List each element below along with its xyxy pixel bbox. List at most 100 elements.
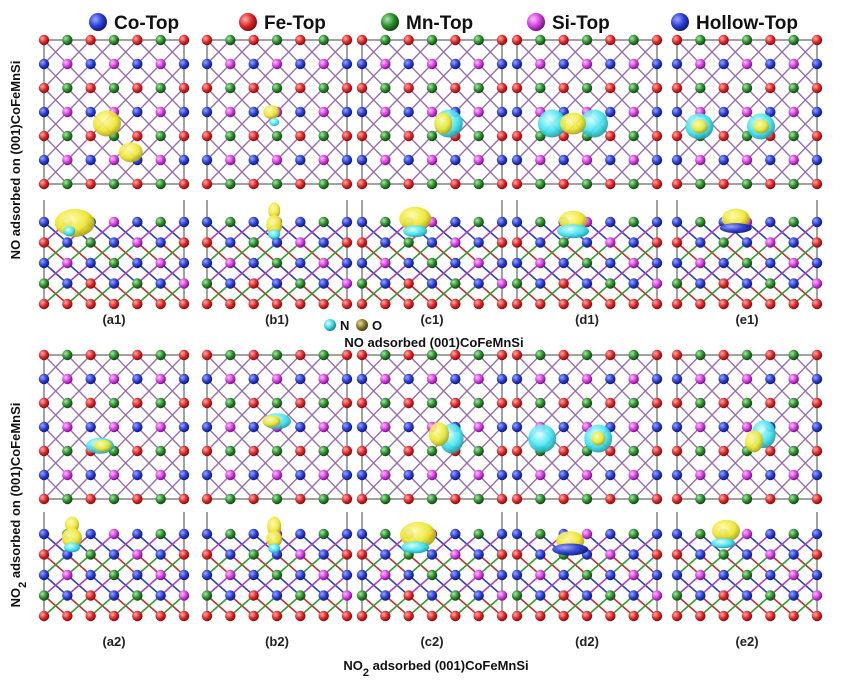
fe-atom bbox=[132, 610, 143, 622]
co-atom bbox=[132, 421, 143, 433]
bond bbox=[746, 474, 771, 500]
fe-atom bbox=[132, 397, 143, 409]
fe-atom bbox=[718, 445, 729, 457]
bond bbox=[384, 111, 410, 137]
bond bbox=[361, 39, 386, 65]
si-atom bbox=[380, 469, 391, 481]
fe-atom bbox=[403, 82, 414, 94]
si-atom bbox=[108, 421, 120, 433]
bond bbox=[563, 135, 588, 161]
bond bbox=[323, 39, 348, 65]
mn-atom bbox=[788, 493, 799, 505]
bond bbox=[454, 474, 480, 500]
co-atom bbox=[178, 106, 190, 118]
co-atom bbox=[403, 58, 414, 70]
co-atom bbox=[450, 373, 461, 385]
bond bbox=[723, 354, 748, 380]
bond bbox=[586, 39, 611, 65]
fe-atom bbox=[85, 34, 96, 46]
fe-atom bbox=[356, 610, 368, 622]
co-atom bbox=[473, 237, 484, 248]
si-atom bbox=[318, 257, 329, 269]
mn-atom bbox=[671, 278, 683, 289]
bond bbox=[699, 87, 725, 113]
fe-atom bbox=[496, 349, 508, 361]
mn-atom bbox=[788, 445, 799, 457]
co-atom bbox=[341, 154, 353, 166]
bond bbox=[323, 63, 348, 89]
co-atom bbox=[38, 469, 50, 481]
bond bbox=[478, 426, 503, 452]
co-atom bbox=[38, 58, 50, 70]
bond bbox=[478, 474, 503, 500]
fe-atom bbox=[651, 397, 663, 409]
co-atom bbox=[271, 590, 283, 601]
si-atom bbox=[695, 421, 706, 433]
bond bbox=[323, 378, 348, 404]
bond bbox=[699, 135, 725, 161]
fe-atom bbox=[765, 445, 776, 457]
bond bbox=[723, 39, 748, 65]
fe-atom bbox=[765, 493, 776, 505]
si-atom bbox=[695, 569, 706, 581]
bond bbox=[384, 474, 410, 500]
fe-atom bbox=[558, 82, 569, 94]
bond bbox=[516, 159, 541, 185]
bond bbox=[633, 159, 658, 185]
bond bbox=[90, 87, 115, 113]
bond bbox=[723, 87, 748, 113]
si-atom bbox=[380, 257, 391, 269]
fe-atom bbox=[403, 397, 414, 409]
bond bbox=[408, 474, 433, 500]
fe-atom bbox=[201, 445, 213, 457]
mn-atom bbox=[450, 590, 461, 601]
bond bbox=[43, 426, 68, 452]
mn-atom bbox=[741, 349, 753, 361]
fe-atom bbox=[765, 298, 776, 310]
co-atom bbox=[178, 257, 190, 269]
bond bbox=[609, 159, 635, 185]
bond bbox=[539, 159, 565, 185]
panel-c1 bbox=[356, 34, 508, 310]
mn-atom bbox=[765, 278, 776, 289]
fe-atom bbox=[450, 34, 461, 46]
bond bbox=[299, 402, 325, 428]
co-atom bbox=[225, 549, 236, 560]
mn-atom bbox=[535, 178, 546, 190]
bond bbox=[633, 354, 658, 380]
mn-atom bbox=[318, 82, 329, 94]
mn-atom bbox=[788, 34, 799, 46]
fe-atom bbox=[511, 82, 523, 94]
bond bbox=[66, 474, 92, 500]
co-atom bbox=[155, 549, 166, 560]
fe-atom bbox=[511, 237, 523, 248]
co-atom bbox=[535, 278, 546, 289]
bond bbox=[516, 39, 541, 65]
si-atom bbox=[450, 237, 461, 248]
fe-atom bbox=[581, 610, 593, 622]
fe-atom bbox=[558, 397, 569, 409]
bond bbox=[633, 111, 658, 137]
co-atom bbox=[535, 549, 546, 560]
si-atom bbox=[155, 58, 166, 70]
panel-label: (b1) bbox=[265, 312, 289, 327]
bond bbox=[253, 63, 278, 89]
mn-atom bbox=[295, 590, 306, 601]
mn-atom bbox=[356, 590, 368, 601]
bond bbox=[408, 39, 433, 65]
mn-atom bbox=[225, 34, 236, 46]
fe-atom bbox=[295, 445, 306, 457]
fe-atom bbox=[651, 82, 663, 94]
bond bbox=[563, 39, 588, 65]
mn-atom bbox=[535, 349, 546, 361]
charge-accumulation bbox=[712, 519, 740, 542]
co-atom bbox=[426, 549, 438, 560]
fe-atom bbox=[581, 298, 593, 310]
si-atom bbox=[62, 154, 73, 166]
fe-atom bbox=[511, 397, 523, 409]
fe-atom bbox=[132, 349, 143, 361]
co-atom bbox=[558, 257, 569, 269]
top-view bbox=[671, 349, 823, 505]
si-atom bbox=[62, 58, 73, 70]
row2-side-label: NO2 adsorbed on (001)CoFeMnSi bbox=[8, 403, 29, 608]
